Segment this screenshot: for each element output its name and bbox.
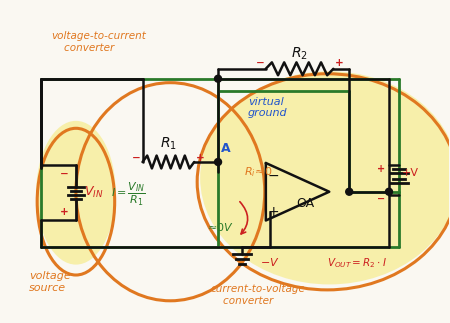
Text: +: +	[59, 207, 68, 216]
Text: −: −	[132, 153, 141, 163]
Circle shape	[386, 188, 392, 195]
Text: +: +	[377, 164, 385, 174]
Text: $V_{IN}$: $V_{IN}$	[84, 185, 104, 200]
Text: −: −	[377, 194, 385, 204]
Circle shape	[346, 188, 353, 195]
Text: +: +	[268, 204, 279, 219]
FancyArrowPatch shape	[240, 202, 248, 234]
Text: +V: +V	[402, 168, 419, 178]
Text: $R_1$: $R_1$	[160, 136, 177, 152]
Circle shape	[215, 75, 221, 82]
Text: −: −	[256, 58, 264, 68]
Text: voltage
source: voltage source	[29, 271, 71, 293]
Text: −: −	[268, 169, 279, 183]
Ellipse shape	[36, 121, 116, 265]
Text: $I = \dfrac{V_{IN}}{R_1}$: $I = \dfrac{V_{IN}}{R_1}$	[111, 181, 146, 208]
Text: $R_i\!\approx\!0$: $R_i\!\approx\!0$	[244, 165, 272, 179]
Circle shape	[215, 159, 221, 165]
Text: +: +	[196, 153, 205, 163]
Text: $V_{OUT}=R_2 \cdot I$: $V_{OUT}=R_2 \cdot I$	[327, 256, 387, 270]
Text: +: +	[335, 58, 344, 68]
Text: $-V$: $-V$	[260, 256, 279, 268]
Text: −: −	[59, 169, 68, 179]
Text: $\approx\!0V$: $\approx\!0V$	[206, 222, 234, 234]
Text: $R_2$: $R_2$	[291, 46, 308, 62]
Text: virtual
ground: virtual ground	[248, 97, 288, 118]
Text: A: A	[221, 141, 231, 155]
Text: OA: OA	[297, 197, 315, 210]
Ellipse shape	[200, 71, 450, 285]
Text: current-to-voltage
    converter: current-to-voltage converter	[210, 284, 305, 306]
Text: voltage-to-current
    converter: voltage-to-current converter	[51, 31, 146, 53]
